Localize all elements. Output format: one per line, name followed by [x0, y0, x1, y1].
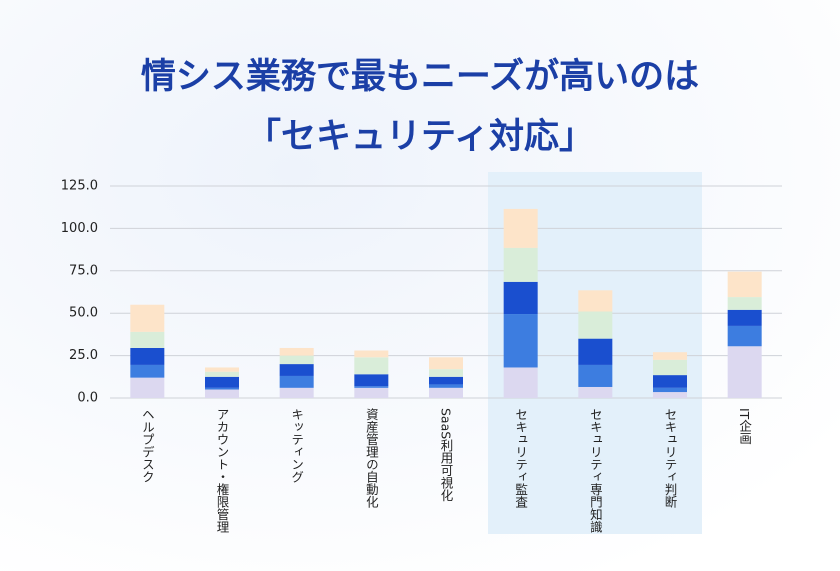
bar-segment [578, 290, 613, 312]
bar-segment [653, 352, 687, 360]
y-tick-label: 100.0 [61, 221, 98, 236]
bar-segment [354, 350, 389, 358]
bar-segment [727, 325, 762, 347]
bar-segment [503, 281, 538, 315]
x-tick-label: キッティング [289, 408, 304, 483]
bar-segment [503, 314, 538, 368]
bar-segment [130, 304, 165, 332]
x-tick-label: セキュリティ判断 [663, 408, 678, 509]
bar-segment [429, 369, 463, 377]
y-tick-label: 75.0 [69, 263, 98, 278]
bar-segment [279, 355, 314, 365]
bar-segment [429, 376, 463, 385]
bar-segment [429, 384, 463, 388]
y-tick-label: 125.0 [61, 179, 98, 194]
chart-title: 「セキュリティ対応」 [246, 117, 594, 157]
bar-segment [653, 392, 687, 398]
bar-segment [205, 387, 239, 390]
bar-segment [727, 309, 762, 326]
bar-segment [130, 331, 165, 348]
bar-segment [653, 359, 687, 376]
chart-title: 情シス業務で最もニーズが高いのは [141, 56, 699, 97]
bar-segment [205, 389, 239, 398]
x-tick-label: セキュリティ専門知識 [588, 408, 603, 534]
bar-segment [279, 375, 314, 388]
bar-segment [279, 387, 314, 398]
bar-segment [205, 376, 239, 388]
bar-segment [653, 375, 687, 388]
bar-segment [279, 347, 314, 356]
bar-segment [205, 367, 239, 372]
bar-segment [653, 387, 687, 393]
bar-segment [578, 338, 613, 365]
bar-segment [429, 357, 463, 370]
x-tick-label: セキュリティ監査 [513, 408, 528, 508]
bar-segment [578, 364, 613, 387]
bar-segment [130, 347, 165, 365]
bar-segment [354, 357, 389, 375]
bar-segment [578, 311, 613, 339]
bar-segment [354, 387, 389, 398]
bar-segment [130, 364, 165, 378]
bar-segment [503, 367, 538, 398]
bar-segment [727, 297, 762, 310]
bar-segment [429, 387, 463, 398]
bar-segment [578, 386, 613, 398]
bar-segment [727, 346, 762, 398]
bar-segment [503, 247, 538, 282]
y-tick-label: 50.0 [69, 306, 98, 321]
y-tick-label: 0.0 [77, 391, 98, 406]
bar-segment [205, 371, 239, 377]
bar-segment [130, 377, 165, 398]
x-tick-label: IT企画 [737, 408, 752, 444]
bar-segment [727, 271, 762, 298]
x-tick-label: SaaS利用可視化 [439, 408, 454, 502]
x-tick-label: ヘルプデスク [140, 408, 155, 483]
bar-segment [354, 386, 389, 388]
y-tick-label: 25.0 [69, 348, 98, 363]
bar-segment [503, 208, 538, 248]
x-tick-label: アカウント・権限管理 [215, 408, 230, 533]
x-tick-label: 資産管理の自動化 [364, 408, 379, 509]
bar-segment [279, 364, 314, 376]
bar-segment [354, 374, 389, 387]
